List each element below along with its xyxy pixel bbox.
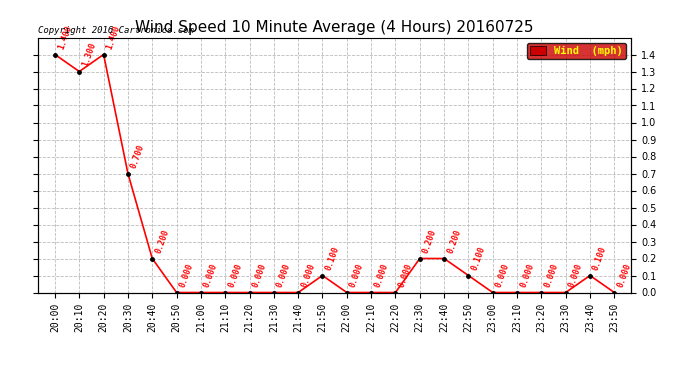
Text: 0.200: 0.200 [446, 228, 462, 254]
Text: 1.300: 1.300 [81, 41, 98, 68]
Text: 0.200: 0.200 [154, 228, 170, 254]
Text: 0.000: 0.000 [202, 262, 219, 288]
Title: Wind Speed 10 Minute Average (4 Hours) 20160725: Wind Speed 10 Minute Average (4 Hours) 2… [135, 20, 534, 35]
Text: 0.000: 0.000 [373, 262, 390, 288]
Text: 0.700: 0.700 [129, 143, 146, 170]
Text: 0.000: 0.000 [543, 262, 560, 288]
Text: 0.100: 0.100 [591, 245, 609, 272]
Text: 0.200: 0.200 [421, 228, 438, 254]
Text: 0.000: 0.000 [494, 262, 511, 288]
Text: 0.000: 0.000 [397, 262, 414, 288]
Text: 0.100: 0.100 [470, 245, 487, 272]
Text: 0.000: 0.000 [226, 262, 244, 288]
Text: 0.000: 0.000 [567, 262, 584, 288]
Text: 1.400: 1.400 [105, 24, 122, 50]
Text: 0.000: 0.000 [275, 262, 293, 288]
Legend: Wind  (mph): Wind (mph) [527, 43, 626, 59]
Text: Copyright 2016 Cartronics.com: Copyright 2016 Cartronics.com [38, 26, 194, 35]
Text: 0.000: 0.000 [251, 262, 268, 288]
Text: 0.000: 0.000 [348, 262, 365, 288]
Text: 1.400: 1.400 [57, 24, 73, 50]
Text: 0.100: 0.100 [324, 245, 341, 272]
Text: 0.000: 0.000 [615, 262, 633, 288]
Text: 0.000: 0.000 [518, 262, 535, 288]
Text: 0.000: 0.000 [178, 262, 195, 288]
Text: 0.000: 0.000 [299, 262, 317, 288]
